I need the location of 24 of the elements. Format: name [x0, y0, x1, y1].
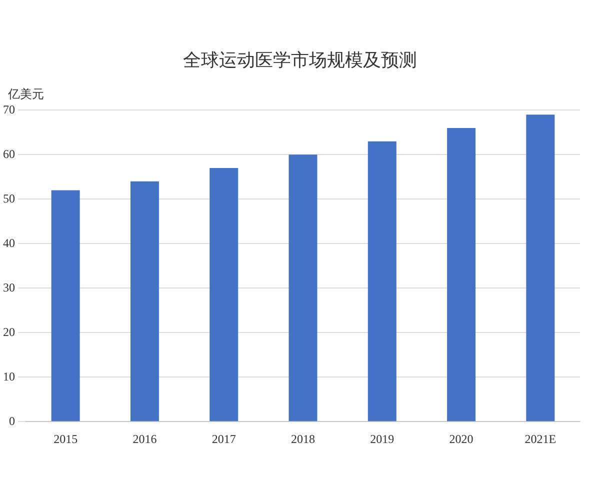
x-tick-label: 2021E [524, 432, 556, 446]
x-tick-label: 2016 [132, 432, 157, 446]
x-tick-label: 2015 [54, 432, 78, 446]
y-tick-label: 30 [3, 280, 15, 294]
x-tick-label: 2018 [291, 432, 315, 446]
y-axis-title: 亿美元 [8, 86, 44, 103]
bar [526, 114, 555, 422]
y-tick-label: 20 [3, 324, 15, 339]
y-tick-label: 10 [3, 369, 15, 384]
x-tick-label: 2017 [212, 432, 236, 446]
bar [447, 128, 476, 422]
x-tick-label: 2019 [370, 432, 394, 446]
bar [288, 154, 318, 422]
bar [368, 141, 396, 422]
y-tick-label: 40 [3, 236, 15, 250]
bar [130, 181, 159, 422]
y-tick-label: 70 [3, 102, 15, 116]
x-tick-label: 2020 [449, 432, 474, 446]
bar [51, 190, 80, 422]
y-tick-label: 60 [3, 146, 15, 161]
y-tick-label: 0 [9, 414, 15, 428]
bar [210, 168, 238, 422]
y-tick-label: 50 [3, 191, 15, 206]
chart-title: 全球运动医学市场规模及预测 [182, 49, 418, 72]
